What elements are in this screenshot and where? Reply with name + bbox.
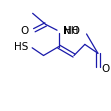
Text: NH: NH (63, 26, 79, 36)
Text: O: O (101, 64, 109, 74)
Text: HS: HS (14, 42, 28, 52)
Text: HO: HO (64, 26, 80, 36)
Text: O: O (20, 26, 28, 36)
